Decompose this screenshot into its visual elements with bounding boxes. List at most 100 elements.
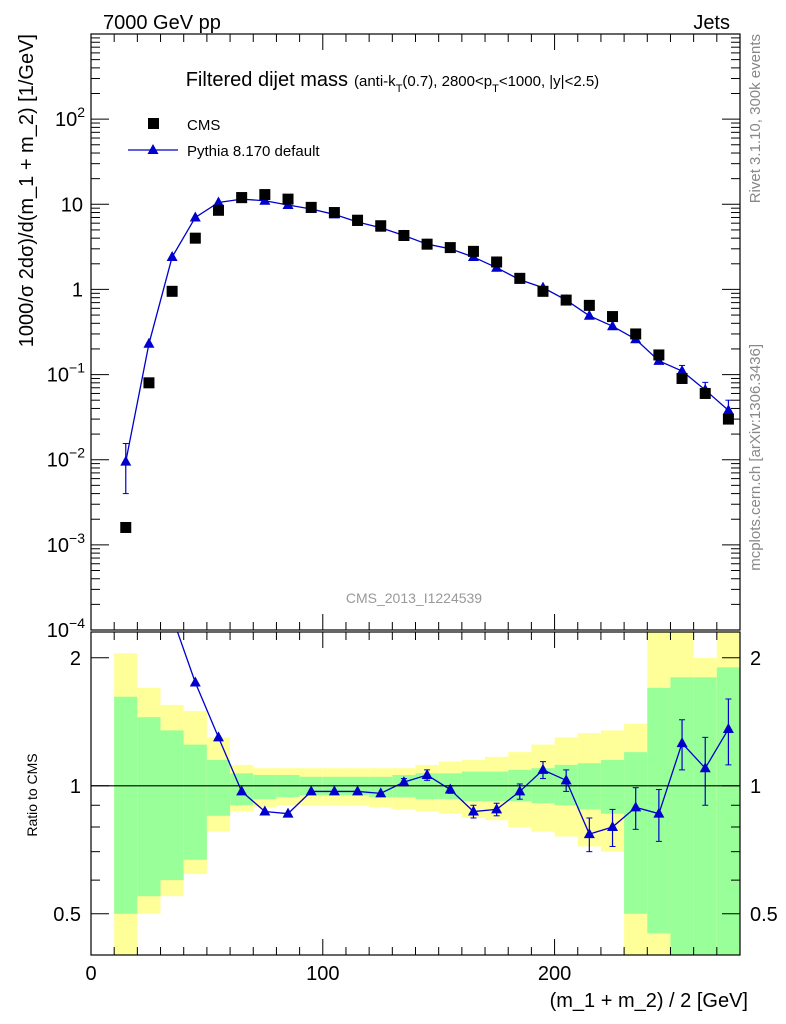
pythia-point <box>607 320 619 331</box>
y-axis-label-ratio: Ratio to CMS <box>24 753 40 836</box>
y-tick-label-main: 10−1 <box>47 360 85 387</box>
y-tick-label-ratio: 2 <box>70 648 81 670</box>
ratio-panel: 0.5 0.5 1 1 2 2 0 100 200 <box>53 577 778 985</box>
ratio-pythia-point <box>467 805 479 816</box>
y-tick-label-main: 10−2 <box>47 445 85 472</box>
y-tick-label-ratio-right: 0.5 <box>750 904 778 926</box>
main-frame <box>90 33 741 631</box>
y-tick-label-main: 10−3 <box>47 530 85 557</box>
cms-point <box>166 285 178 297</box>
band-inner <box>600 759 625 814</box>
x-tick-label: 100 <box>306 963 339 985</box>
cms-point <box>560 294 572 306</box>
ratio-pythia-point <box>537 763 549 774</box>
ratio-pythia-point <box>630 801 642 812</box>
band-inner <box>253 775 277 800</box>
y-tick-label-main: 10 <box>61 194 83 216</box>
ratio-pythia-point <box>282 807 294 818</box>
y-tick-label-ratio-right: 2 <box>750 648 761 670</box>
cms-point <box>421 238 433 250</box>
x-axis-label: (m_1 + m_2) / 2 [GeV] <box>550 990 748 1012</box>
ratio-pythia-point <box>167 611 178 621</box>
legend-cms-marker <box>148 118 159 129</box>
ratio-pythia-point <box>421 769 433 780</box>
pythia-point <box>143 337 155 348</box>
pythia-point <box>189 211 201 222</box>
header-left: 7000 GeV pp <box>103 12 221 34</box>
y-tick-label-main: 102 <box>55 104 85 131</box>
ratio-pythia-point <box>352 785 364 796</box>
cms-point <box>120 521 132 533</box>
x-tick-label: 200 <box>538 963 571 985</box>
pythia-point <box>166 251 178 262</box>
pythia-point <box>212 196 224 207</box>
y-tick-label-main: 10−4 <box>47 615 85 642</box>
cms-point <box>352 214 364 226</box>
cms-point <box>514 272 526 284</box>
cms-point <box>444 242 456 254</box>
ratio-pythia-point <box>305 785 317 796</box>
cms-point <box>328 207 340 219</box>
pythia-point <box>583 309 595 320</box>
ratio-pythia-point <box>607 821 619 832</box>
y-axis-label-main: 1000/σ 2dσ)/d(m_1 + m_2) [1/GeV] <box>16 34 38 347</box>
cms-point <box>467 245 479 257</box>
cms-point <box>676 372 688 384</box>
pythia-point <box>120 455 132 466</box>
cms-point <box>375 220 387 232</box>
cms-point <box>722 413 734 425</box>
band-inner <box>693 677 717 955</box>
cms-point <box>653 349 665 361</box>
cms-point <box>583 299 595 311</box>
y-tick-label-main: 1 <box>72 279 83 301</box>
ratio-pythia-point <box>259 805 271 816</box>
cms-point <box>212 204 224 216</box>
band-inner <box>624 752 648 914</box>
pythia-point <box>676 365 688 376</box>
band-inner <box>183 744 207 860</box>
ratio-pythia-point <box>143 577 154 587</box>
ratio-pythia-point <box>212 731 224 742</box>
ratio-pythia-point <box>328 785 340 796</box>
legend-pythia-marker <box>147 144 159 154</box>
side-label-bottom: mcplots.cern.ch [arXiv:1306.3436] <box>747 344 764 571</box>
legend-cms-label: CMS <box>187 117 220 134</box>
watermark-label: CMS_2013_I1224539 <box>346 590 482 606</box>
ratio-pythia-point <box>398 776 410 787</box>
y-tick-label-ratio: 0.5 <box>53 904 81 926</box>
cms-point <box>491 256 503 268</box>
pythia-point <box>722 404 734 415</box>
band-inner <box>137 717 161 897</box>
ratio-pythia-point <box>699 762 711 773</box>
band-inner <box>206 759 231 816</box>
band-inner <box>369 776 393 798</box>
main-panel: 10−4 10−3 10−2 10−1 1 10 102 <box>47 33 741 642</box>
cms-point <box>607 311 619 323</box>
y-tick-label-ratio-right: 1 <box>750 776 761 798</box>
plot-title: Filtered dijet mass <box>186 69 348 91</box>
ratio-pythia-point <box>653 807 665 818</box>
side-label-top: Rivet 3.1.10, 300k events <box>747 34 764 203</box>
cms-point <box>537 285 549 297</box>
ratio-pythia-point <box>722 723 734 734</box>
band-inner <box>114 696 138 914</box>
x-tick-label: 0 <box>85 963 96 985</box>
legend-pythia-label: Pythia 8.170 default <box>187 143 320 160</box>
ratio-bands <box>114 577 740 955</box>
y-tick-label-ratio: 1 <box>70 776 81 798</box>
cms-point <box>236 192 248 204</box>
ratio-pythia-point <box>189 676 201 687</box>
ratio-pythia-point <box>676 737 688 748</box>
ratio-pythia-point <box>514 785 526 796</box>
legend: CMS Pythia 8.170 default <box>128 117 320 160</box>
plot-subtitle: (anti-kT(0.7), 2800<pT<1000, |y|<2.5) <box>354 73 599 95</box>
ratio-pythia-point <box>444 783 456 794</box>
ratio-frame <box>90 631 741 956</box>
ratio-pythia-point <box>560 774 572 785</box>
cms-point <box>259 189 271 201</box>
ratio-pythia-point <box>375 787 387 798</box>
cms-point <box>143 377 155 389</box>
cms-point <box>282 193 294 205</box>
cms-point <box>305 201 317 213</box>
